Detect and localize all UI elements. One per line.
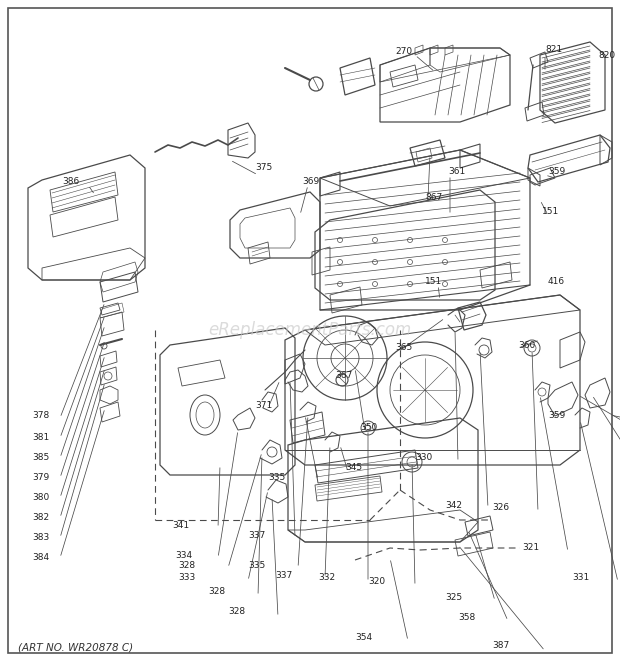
Text: 380: 380 xyxy=(32,494,49,502)
Text: 337: 337 xyxy=(248,531,265,539)
Text: 359: 359 xyxy=(548,167,565,176)
Text: 367: 367 xyxy=(335,371,352,379)
Text: 867: 867 xyxy=(425,194,442,202)
Text: 385: 385 xyxy=(32,453,49,463)
Text: 379: 379 xyxy=(32,473,49,483)
Text: 384: 384 xyxy=(32,553,49,563)
Text: 335: 335 xyxy=(248,561,265,570)
Text: 270: 270 xyxy=(395,48,412,56)
Text: 151: 151 xyxy=(425,278,442,286)
Text: 371: 371 xyxy=(255,401,272,410)
Text: 820: 820 xyxy=(598,50,615,59)
Text: 359: 359 xyxy=(548,410,565,420)
Text: 369: 369 xyxy=(302,178,319,186)
Text: 358: 358 xyxy=(458,613,476,623)
Text: 335: 335 xyxy=(268,473,285,483)
Text: 354: 354 xyxy=(355,633,372,642)
Text: 387: 387 xyxy=(492,641,509,650)
Text: 365: 365 xyxy=(395,344,412,352)
Text: 334: 334 xyxy=(175,551,192,559)
Text: 331: 331 xyxy=(572,574,589,582)
Text: 350: 350 xyxy=(360,424,377,432)
Text: 321: 321 xyxy=(522,543,539,553)
Text: eReplacementParts.com: eReplacementParts.com xyxy=(208,321,412,339)
Text: (ART NO. WR20878 C): (ART NO. WR20878 C) xyxy=(18,643,133,653)
Text: 328: 328 xyxy=(178,561,195,570)
Text: 345: 345 xyxy=(345,463,362,473)
Text: 416: 416 xyxy=(548,278,565,286)
Text: 333: 333 xyxy=(178,574,195,582)
Text: 341: 341 xyxy=(172,520,189,529)
Text: 337: 337 xyxy=(275,570,292,580)
Text: 382: 382 xyxy=(32,514,49,522)
Text: 332: 332 xyxy=(318,574,335,582)
Text: 383: 383 xyxy=(32,533,49,543)
Text: 821: 821 xyxy=(545,46,562,54)
Text: 381: 381 xyxy=(32,434,49,442)
Text: 320: 320 xyxy=(368,578,385,586)
Text: 378: 378 xyxy=(32,410,49,420)
Text: 325: 325 xyxy=(445,594,462,602)
Text: 328: 328 xyxy=(228,607,245,617)
Text: 326: 326 xyxy=(492,504,509,512)
Text: 375: 375 xyxy=(255,163,272,173)
Text: 342: 342 xyxy=(445,500,462,510)
Text: 386: 386 xyxy=(62,178,79,186)
Text: 328: 328 xyxy=(208,588,225,596)
Text: 151: 151 xyxy=(542,208,559,217)
Text: 330: 330 xyxy=(415,453,432,463)
Text: 360: 360 xyxy=(518,340,535,350)
Text: 361: 361 xyxy=(448,167,465,176)
